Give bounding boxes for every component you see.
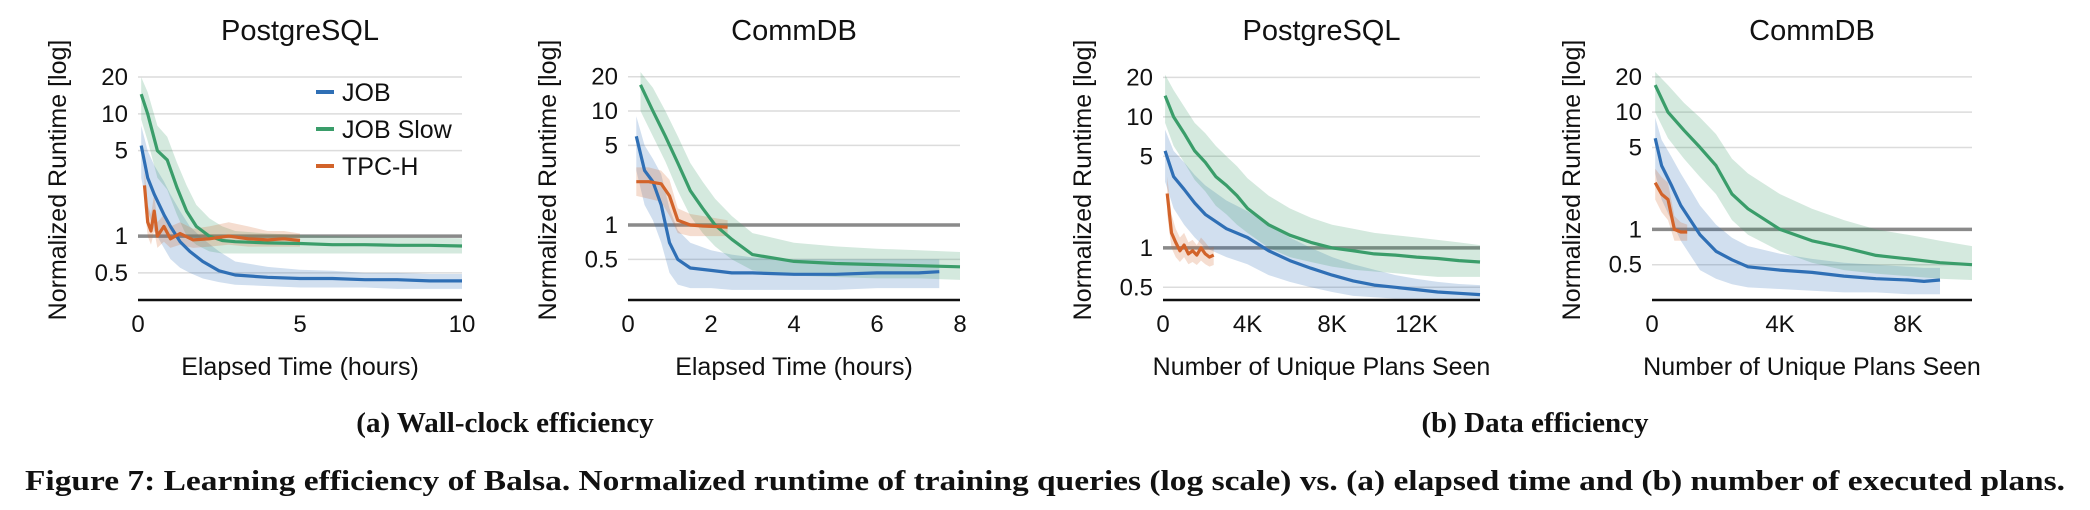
y-tick-label: 5 (1629, 134, 1642, 161)
band-job (1165, 129, 1480, 299)
chart-title: PostgreSQL (221, 15, 379, 47)
series-line-tpc-h (142, 185, 301, 243)
x-tick-label: 0 (1645, 311, 1658, 338)
y-tick-label: 10 (591, 98, 618, 125)
y-tick-label: 10 (1126, 104, 1153, 131)
y-axis-label: Normalized Runtime [log] (44, 40, 72, 321)
chart-title: CommDB (731, 15, 857, 47)
y-tick-label: 0.5 (1120, 274, 1153, 301)
legend-label: JOB (342, 79, 391, 107)
x-tick-label: 8K (1317, 311, 1346, 338)
legend: JOB JOB Slow TPC-H (316, 79, 453, 181)
y-tick-label: 0.5 (585, 246, 618, 273)
x-axis-label: Elapsed Time (hours) (675, 353, 913, 381)
band-job-slow (1655, 72, 1972, 280)
chart-title: CommDB (1749, 15, 1875, 47)
series-line-tpc-h (1165, 193, 1215, 259)
y-axis-label: Normalized Runtime [log] (534, 40, 562, 321)
legend-label: JOB Slow (342, 116, 453, 144)
y-tick-label: 5 (115, 138, 128, 165)
y-tick-label: 20 (1126, 64, 1153, 91)
y-tick-label: 1 (1140, 235, 1153, 262)
chart-panel-2: 0 2 4 6 8 0.5 1 5 10 20 CommDB Elapsed Time (hours)… (534, 15, 967, 381)
series-line-tpc-h (1653, 181, 1688, 234)
x-axis-label: Number of Unique Plans Seen (1153, 353, 1491, 381)
x-tick-label: 0 (131, 311, 144, 338)
series-line-job-slow (1163, 95, 1481, 264)
band-tpc-h (1167, 176, 1214, 267)
x-tick-label: 10 (449, 311, 476, 338)
x-tick-label: 2 (704, 311, 717, 338)
x-tick-label: 0 (1156, 311, 1169, 338)
y-tick-label: 20 (1615, 64, 1642, 91)
x-tick-label: 5 (293, 311, 306, 338)
series-line-job-slow (1653, 84, 1973, 267)
legend-label: TPC-H (342, 153, 418, 181)
chart-title: PostgreSQL (1243, 15, 1401, 47)
x-tick-label: 4K (1233, 311, 1262, 338)
chart-panel-1: 0 5 10 0.5 1 5 10 20 PostgreSQL Elapsed Time (hou… (44, 15, 475, 381)
series-line-tpc-h (636, 180, 728, 229)
y-tick-label: 0.5 (1609, 252, 1642, 279)
x-tick-label: 0 (621, 311, 634, 338)
series-line-job-slow (639, 84, 961, 269)
x-tick-label: 8K (1893, 311, 1922, 338)
subcaption-b: (b) Data efficiency (1421, 407, 1649, 439)
y-tick-label: 1 (1629, 216, 1642, 243)
y-tick-label: 10 (1615, 99, 1642, 126)
figure-caption: Figure 7: Learning efficiency of Balsa. … (25, 466, 2065, 497)
chart-panel-3: 0 4K 8K 12K 0.5 1 5 10 20 PostgreSQL Number of Uni… (1069, 15, 1490, 381)
x-axis-label: Elapsed Time (hours) (181, 353, 419, 381)
x-tick-label: 4 (787, 311, 800, 338)
series-line-job (1653, 137, 1941, 283)
band-tpc-h (1655, 168, 1688, 241)
x-tick-label: 6 (870, 311, 883, 338)
band-job-slow (1165, 74, 1480, 277)
y-tick-label: 5 (605, 132, 618, 159)
y-axis-label: Normalized Runtime [log] (1069, 40, 1097, 321)
series-line-job (634, 135, 940, 276)
x-tick-label: 4K (1765, 311, 1794, 338)
y-axis-label: Normalized Runtime [log] (1558, 40, 1586, 321)
x-axis-label: Number of Unique Plans Seen (1643, 353, 1981, 381)
series-line-job (1163, 150, 1481, 297)
band-job (1655, 117, 1940, 295)
subcaption-a: (a) Wall-clock efficiency (356, 407, 654, 439)
y-tick-label: 20 (101, 64, 128, 91)
series-line-job-slow (139, 93, 463, 248)
y-tick-label: 10 (101, 101, 128, 128)
x-tick-label: 8 (953, 311, 966, 338)
series-line-job (139, 145, 462, 283)
band-tpc-h (144, 169, 300, 248)
y-tick-label: 20 (591, 64, 618, 91)
chart-panel-4: 0 4K 8K 0.5 1 5 10 20 CommDB Number of Unique Pla… (1558, 15, 1981, 381)
x-tick-label: 12K (1395, 311, 1438, 338)
y-tick-label: 1 (605, 212, 618, 239)
y-tick-label: 5 (1140, 143, 1153, 170)
y-tick-label: 1 (115, 223, 128, 250)
y-tick-label: 0.5 (95, 260, 128, 287)
